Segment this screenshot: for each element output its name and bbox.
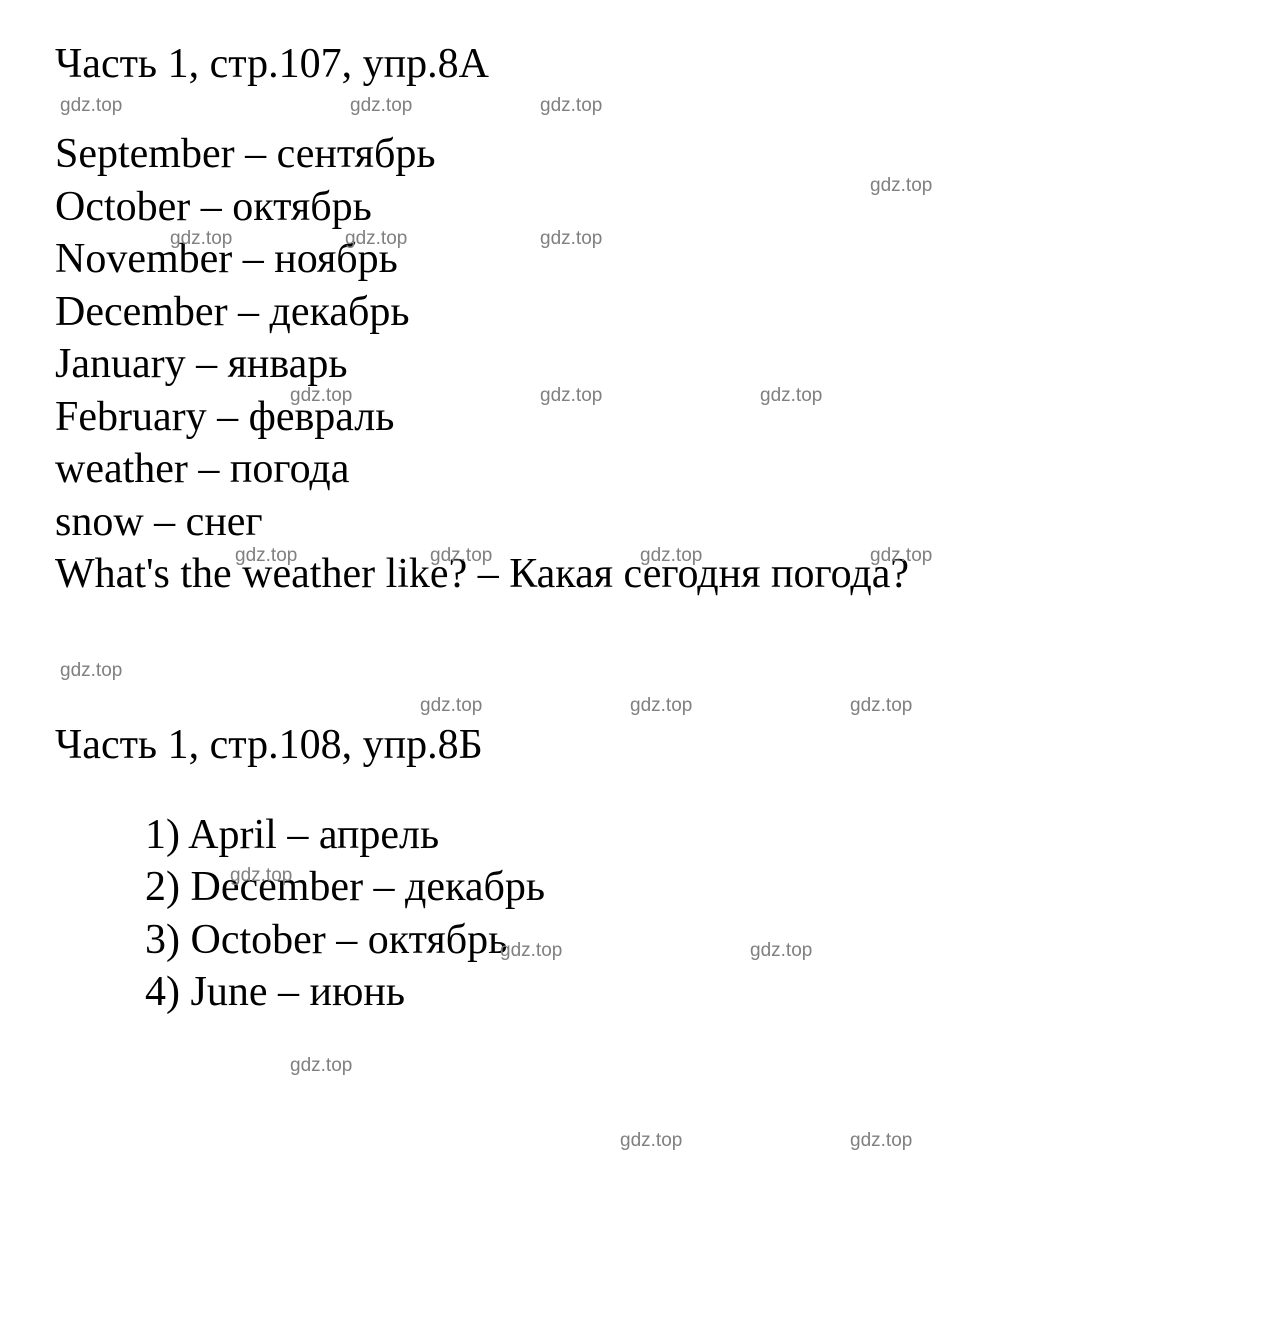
watermark-text: gdz.top bbox=[620, 1130, 682, 1152]
section-1-heading: Часть 1, стр.107, упр.8А bbox=[55, 40, 1224, 88]
vocab-line: October – октябрь bbox=[55, 181, 1224, 234]
vocab-line: November – ноябрь bbox=[55, 233, 1224, 286]
list-item-text: June – июнь bbox=[191, 969, 405, 1015]
watermark-text: gdz.top bbox=[850, 1130, 912, 1152]
section-2-heading: Часть 1, стр.108, упр.8Б bbox=[55, 721, 1224, 769]
vocab-line: What's the weather like? – Какая сегодня… bbox=[55, 548, 1224, 601]
vocab-line: weather – погода bbox=[55, 443, 1224, 496]
vocab-line: snow – снег bbox=[55, 496, 1224, 549]
numbered-list: 1) April – апрель 2) December – декабрь … bbox=[145, 809, 1224, 1019]
vocab-line: February – февраль bbox=[55, 391, 1224, 444]
watermark-text: gdz.top bbox=[290, 1055, 352, 1077]
list-item: 3) October – октябрь bbox=[145, 914, 1224, 967]
list-item-text: October – октябрь bbox=[191, 917, 508, 963]
vocab-line: September – сентябрь bbox=[55, 128, 1224, 181]
list-item: 1) April – апрель bbox=[145, 809, 1224, 862]
section-1: Часть 1, стр.107, упр.8А September – сен… bbox=[55, 40, 1224, 601]
list-item: 2) December – декабрь bbox=[145, 861, 1224, 914]
vocab-line: December – декабрь bbox=[55, 286, 1224, 339]
list-item-text: April – апрель bbox=[188, 812, 439, 858]
section-gap bbox=[55, 601, 1224, 721]
list-item-text: December – декабрь bbox=[191, 864, 546, 910]
list-item: 4) June – июнь bbox=[145, 966, 1224, 1019]
vocab-line: January – январь bbox=[55, 338, 1224, 391]
section-2: Часть 1, стр.108, упр.8Б 1) April – апре… bbox=[55, 721, 1224, 1019]
